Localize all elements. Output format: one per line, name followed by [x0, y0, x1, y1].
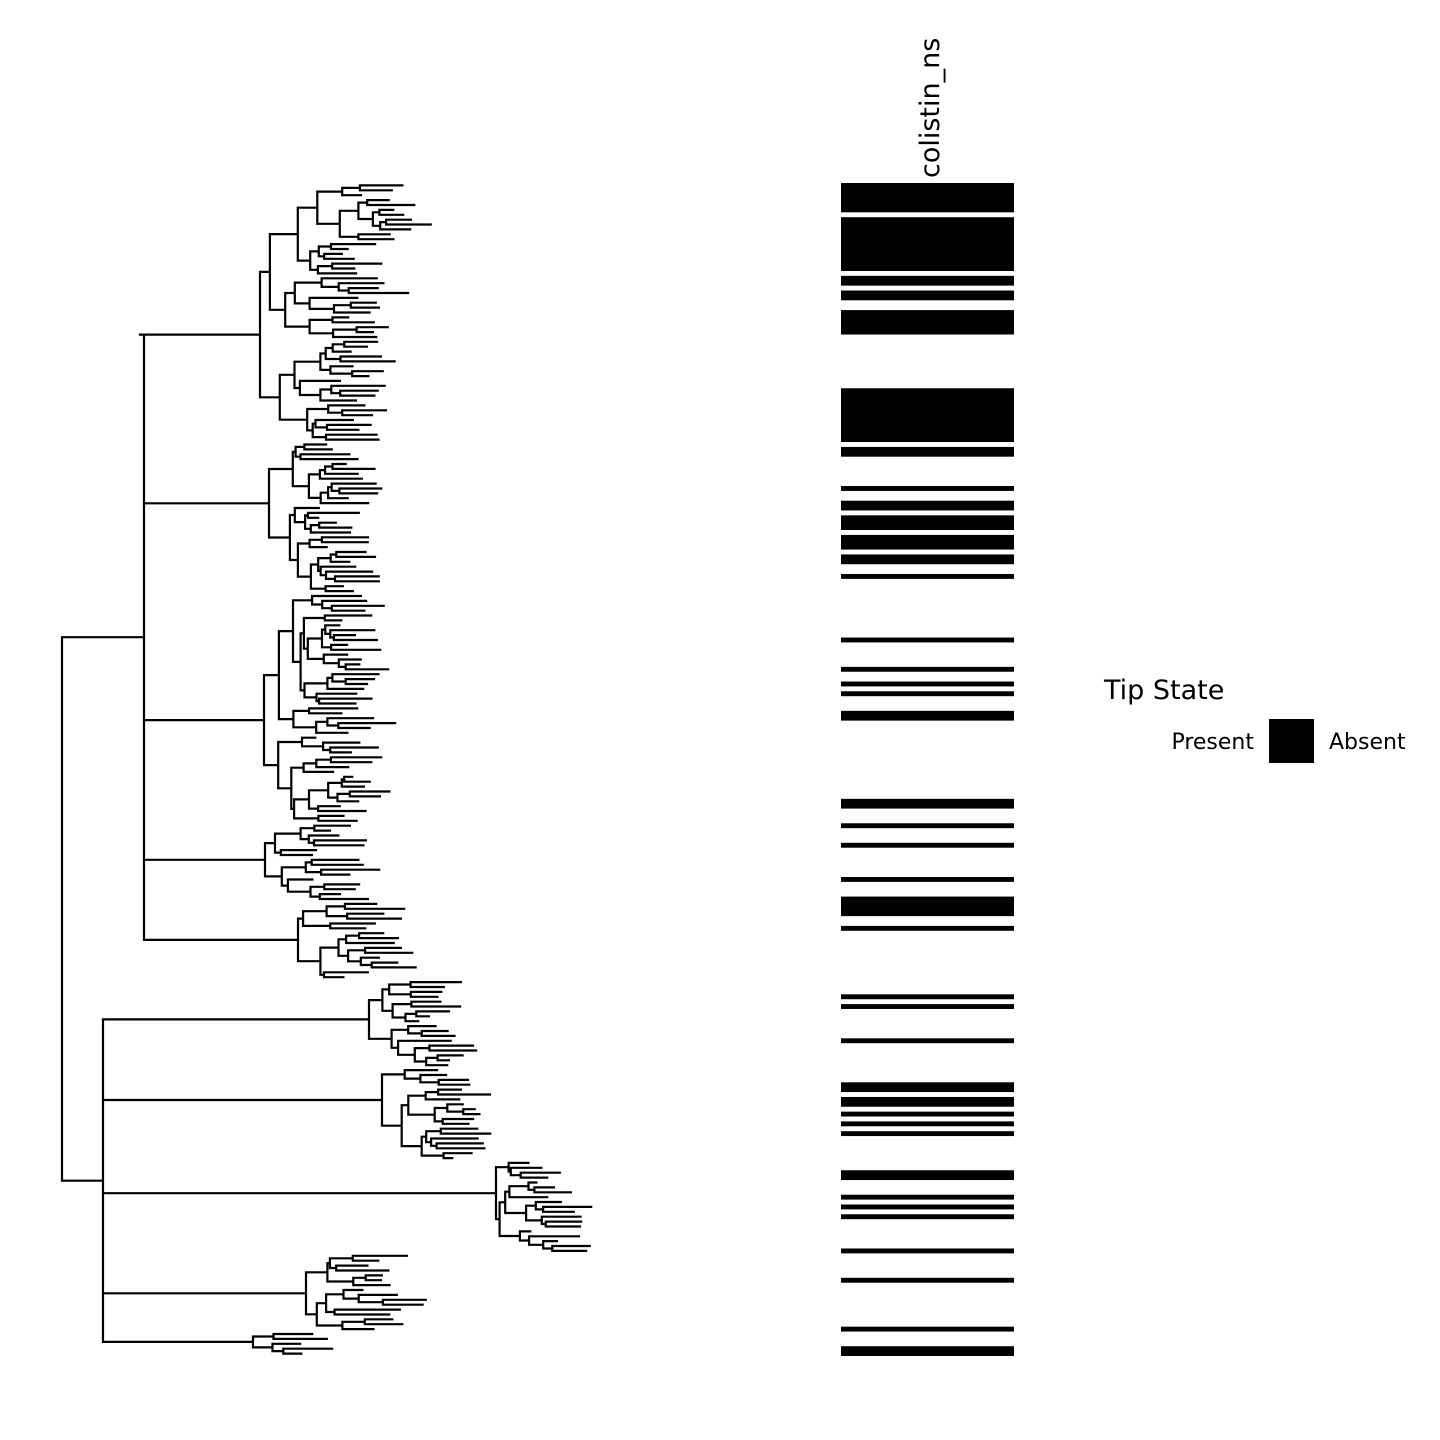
present-tip-band [841, 1326, 1014, 1332]
tree-branches [60, 184, 593, 1355]
present-tip-band [841, 1096, 1014, 1107]
legend-label-absent: Absent [1329, 730, 1406, 755]
present-tip-band [841, 1038, 1014, 1044]
present-tip-band [841, 310, 1014, 335]
present-tip-band [841, 994, 1014, 1000]
present-tip-band [841, 1111, 1014, 1117]
present-tip-band [841, 798, 1014, 809]
present-tip-band [841, 1204, 1014, 1210]
column-label: colistin_ns [915, 38, 946, 178]
present-tip-band [841, 877, 1014, 882]
present-tip-band [841, 691, 1014, 697]
present-tip-band [841, 486, 1014, 491]
present-tip-band [841, 823, 1014, 829]
present-tip-band [841, 1004, 1014, 1009]
phylogenetic-tree [60, 184, 593, 1355]
heatmap-column-colistin-ns [841, 183, 1014, 1356]
present-tip-band [841, 275, 1014, 286]
present-tip-band [841, 1170, 1014, 1181]
present-tip-band [841, 1248, 1014, 1254]
present-tip-band [841, 500, 1014, 511]
present-tip-band [841, 183, 1014, 213]
present-tip-band [841, 388, 1014, 443]
present-tip-band [841, 1082, 1014, 1093]
legend: Tip State Present Absent [1103, 675, 1406, 763]
present-tip-band [841, 554, 1014, 565]
present-tip-band [841, 710, 1014, 721]
present-tip-band [841, 1277, 1014, 1283]
present-tip-band [841, 925, 1014, 931]
present-tip-band [841, 515, 1014, 531]
present-tip-band [841, 290, 1014, 301]
present-tip-band [841, 446, 1014, 457]
legend-swatch [1269, 719, 1314, 763]
present-tip-band [841, 1131, 1014, 1137]
legend-title: Tip State [1103, 675, 1224, 706]
present-tip-band [841, 637, 1014, 643]
present-tip-band [841, 896, 1014, 917]
present-tip-band [841, 681, 1014, 687]
present-tip-band [841, 534, 1014, 550]
present-tip-band [841, 1214, 1014, 1220]
present-tip-band [841, 842, 1014, 848]
present-tip-band [841, 1194, 1014, 1200]
present-tip-band [841, 574, 1014, 579]
legend-label-present: Present [1171, 730, 1254, 755]
present-tip-band [841, 666, 1014, 672]
present-tip-band [841, 1121, 1014, 1127]
present-tip-band [841, 1346, 1014, 1356]
present-tip-band [841, 217, 1014, 271]
